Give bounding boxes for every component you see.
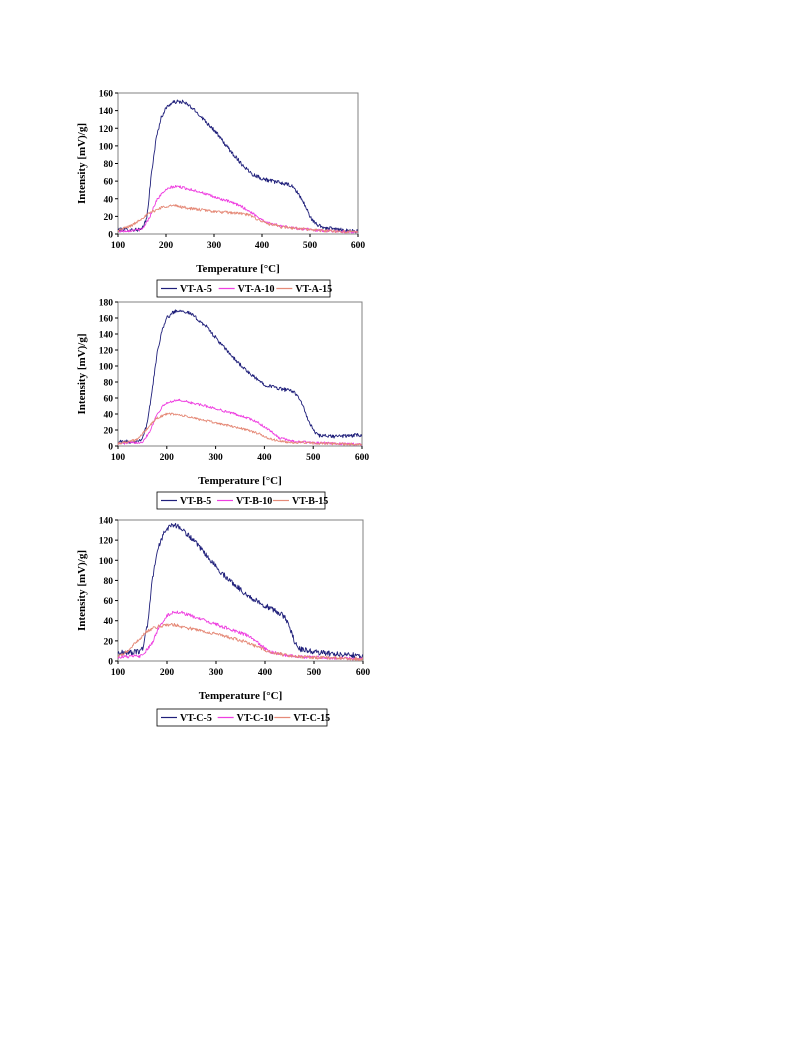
legend-label-VT-B-10: VT-B-10: [236, 496, 272, 507]
x-tick-label: 300: [207, 241, 222, 251]
x-axis-title: Temperature [°C]: [198, 475, 282, 487]
y-tick-label: 160: [99, 90, 114, 100]
y-tick-label: 60: [104, 395, 114, 405]
legend-label-VT-A-5: VT-A-5: [180, 284, 212, 295]
legend-label-VT-C-5: VT-C-5: [180, 713, 212, 724]
legend-label-VT-C-10: VT-C-10: [237, 713, 274, 724]
plot-area: [117, 519, 364, 662]
series-line-VT-C-5: [117, 522, 364, 659]
x-tick-label: 100: [111, 668, 126, 678]
y-tick-label: 100: [99, 142, 114, 152]
legend-box: [156, 279, 331, 298]
y-tick-label: 100: [99, 363, 114, 373]
x-tick-label: 200: [160, 668, 175, 678]
x-axis-title: Temperature [°C]: [199, 690, 283, 702]
y-tick-label: 40: [104, 617, 114, 627]
y-tick-label: 80: [104, 379, 114, 389]
y-tick-label: 80: [104, 577, 114, 587]
y-tick-label: 20: [104, 427, 114, 437]
y-tick-label: 0: [108, 443, 113, 453]
legend-box: [156, 708, 328, 727]
chart-2: 0 20 40 60 80 100 120 140 160 180 100 200 300 400 500 6…: [76, 299, 369, 510]
y-tick-label: 140: [99, 331, 114, 341]
x-tick-label: 300: [208, 453, 223, 463]
y-tick-label: 20: [104, 213, 114, 223]
x-tick-label: 200: [160, 453, 175, 463]
y-tick-label: 120: [99, 347, 114, 357]
y-axis-title: Intensity [mV)/g]: [76, 550, 88, 631]
y-tick-label: 0: [108, 658, 113, 668]
x-tick-label: 100: [111, 241, 126, 251]
y-tick-label: 120: [99, 537, 114, 547]
y-tick-label: 160: [99, 315, 114, 325]
legend-box: [156, 491, 326, 510]
x-tick-label: 400: [255, 241, 270, 251]
y-tick-label: 140: [99, 517, 114, 527]
x-tick-label: 600: [355, 453, 370, 463]
y-tick-label: 180: [99, 299, 114, 309]
y-axis-title: Intensity [mV)/g]: [76, 123, 88, 204]
y-tick-label: 100: [99, 557, 114, 567]
series-line-VT-B-15: [117, 412, 362, 446]
plot-area: [117, 301, 363, 447]
legend-label-VT-A-15: VT-A-15: [295, 284, 332, 295]
y-tick-label: 140: [99, 107, 114, 117]
x-tick-label: 500: [306, 453, 321, 463]
series-line-VT-A-15: [117, 204, 359, 234]
plot-area: [117, 92, 359, 235]
y-tick-label: 60: [104, 178, 114, 188]
x-tick-label: 200: [159, 241, 174, 251]
legend-label-VT-B-5: VT-B-5: [180, 496, 211, 507]
chart-1: 0 20 40 60 80 100 120 140 160 100 200 300 400 500 600 T…: [76, 90, 365, 298]
y-tick-label: 60: [104, 597, 114, 607]
series-line-VT-A-5: [117, 99, 359, 234]
legend-label-VT-A-10: VT-A-10: [238, 284, 275, 295]
x-tick-label: 400: [257, 453, 272, 463]
x-tick-label: 600: [351, 241, 366, 251]
legend-label-VT-B-15: VT-B-15: [292, 496, 328, 507]
y-tick-label: 80: [104, 160, 114, 170]
legend-label-VT-C-15: VT-C-15: [293, 713, 330, 724]
y-tick-label: 20: [104, 637, 114, 647]
x-axis-title: Temperature [°C]: [196, 263, 280, 275]
chart-3: 0 20 40 60 80 100 120 140 100 200 300 400 500 600 Temp…: [76, 517, 370, 727]
x-tick-label: 500: [303, 241, 318, 251]
series-line-VT-B-5: [117, 309, 363, 445]
y-axis-title: Intensity [mV)/g]: [76, 334, 88, 415]
x-tick-label: 400: [258, 668, 273, 678]
series-line-VT-C-15: [117, 622, 364, 661]
x-tick-label: 500: [307, 668, 322, 678]
x-tick-label: 100: [111, 453, 126, 463]
x-tick-label: 300: [209, 668, 224, 678]
y-tick-label: 40: [104, 195, 114, 205]
y-tick-label: 0: [108, 231, 113, 241]
y-tick-label: 120: [99, 125, 114, 135]
y-tick-label: 40: [104, 411, 114, 421]
x-tick-label: 600: [356, 668, 371, 678]
